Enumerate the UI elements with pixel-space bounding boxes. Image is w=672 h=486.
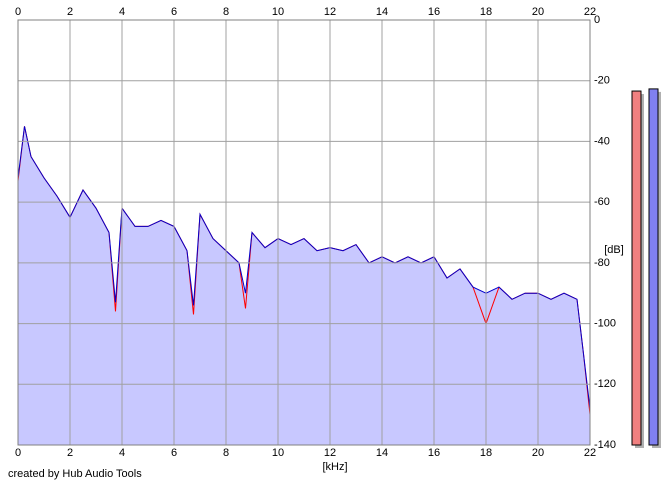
- x-tick-label-bottom: 18: [480, 447, 492, 459]
- x-tick-label-bottom: 10: [272, 447, 284, 459]
- x-tick-label-top: 10: [272, 6, 284, 18]
- y-tick-label: -120: [594, 378, 616, 390]
- plot-border: [17, 19, 591, 446]
- x-tick-label-top: 8: [223, 6, 229, 18]
- x-tick-label-bottom: 22: [584, 447, 596, 459]
- x-tick-label-top: 22: [584, 6, 596, 18]
- spectrum-line: [17, 126, 591, 409]
- x-tick-label-bottom: 0: [15, 447, 21, 459]
- y-tick-label: -80: [594, 257, 610, 269]
- x-tick-label-top: 6: [171, 6, 177, 18]
- x-tick-label-bottom: 8: [223, 447, 229, 459]
- x-tick-label-bottom: 20: [532, 447, 544, 459]
- x-tick-label-top: 12: [324, 6, 336, 18]
- x-tick-label-bottom: 12: [324, 447, 336, 459]
- x-tick-label-bottom: 6: [171, 447, 177, 459]
- x-tick-label-top: 0: [15, 6, 21, 18]
- x-tick-label-top: 14: [376, 6, 388, 18]
- x-axis-label: [kHz]: [322, 461, 347, 473]
- x-tick-label-top: 20: [532, 6, 544, 18]
- y-tick-label: -40: [594, 135, 610, 147]
- y-tick-label: -20: [594, 75, 610, 87]
- y-tick-label: -100: [594, 317, 616, 329]
- y-tick-label: -60: [594, 196, 610, 208]
- footer: created by Hub Audio Tools: [8, 468, 142, 480]
- y-tick-label: 0: [594, 14, 600, 26]
- level-meter: [631, 90, 642, 446]
- x-tick-label-bottom: 16: [428, 447, 440, 459]
- x-tick-label-bottom: 14: [376, 447, 388, 459]
- x-tick-label-top: 18: [480, 6, 492, 18]
- x-tick-label-top: 4: [119, 6, 125, 18]
- x-tick-label-top: 16: [428, 6, 440, 18]
- x-tick-label-bottom: 4: [119, 447, 125, 459]
- y-axis-label: [dB]: [604, 244, 624, 256]
- y-tick-label: -140: [594, 439, 616, 451]
- level-meter: [648, 88, 659, 446]
- x-tick-label-bottom: 2: [67, 447, 73, 459]
- spectrum-area: [18, 126, 590, 446]
- x-tick-label-top: 2: [67, 6, 73, 18]
